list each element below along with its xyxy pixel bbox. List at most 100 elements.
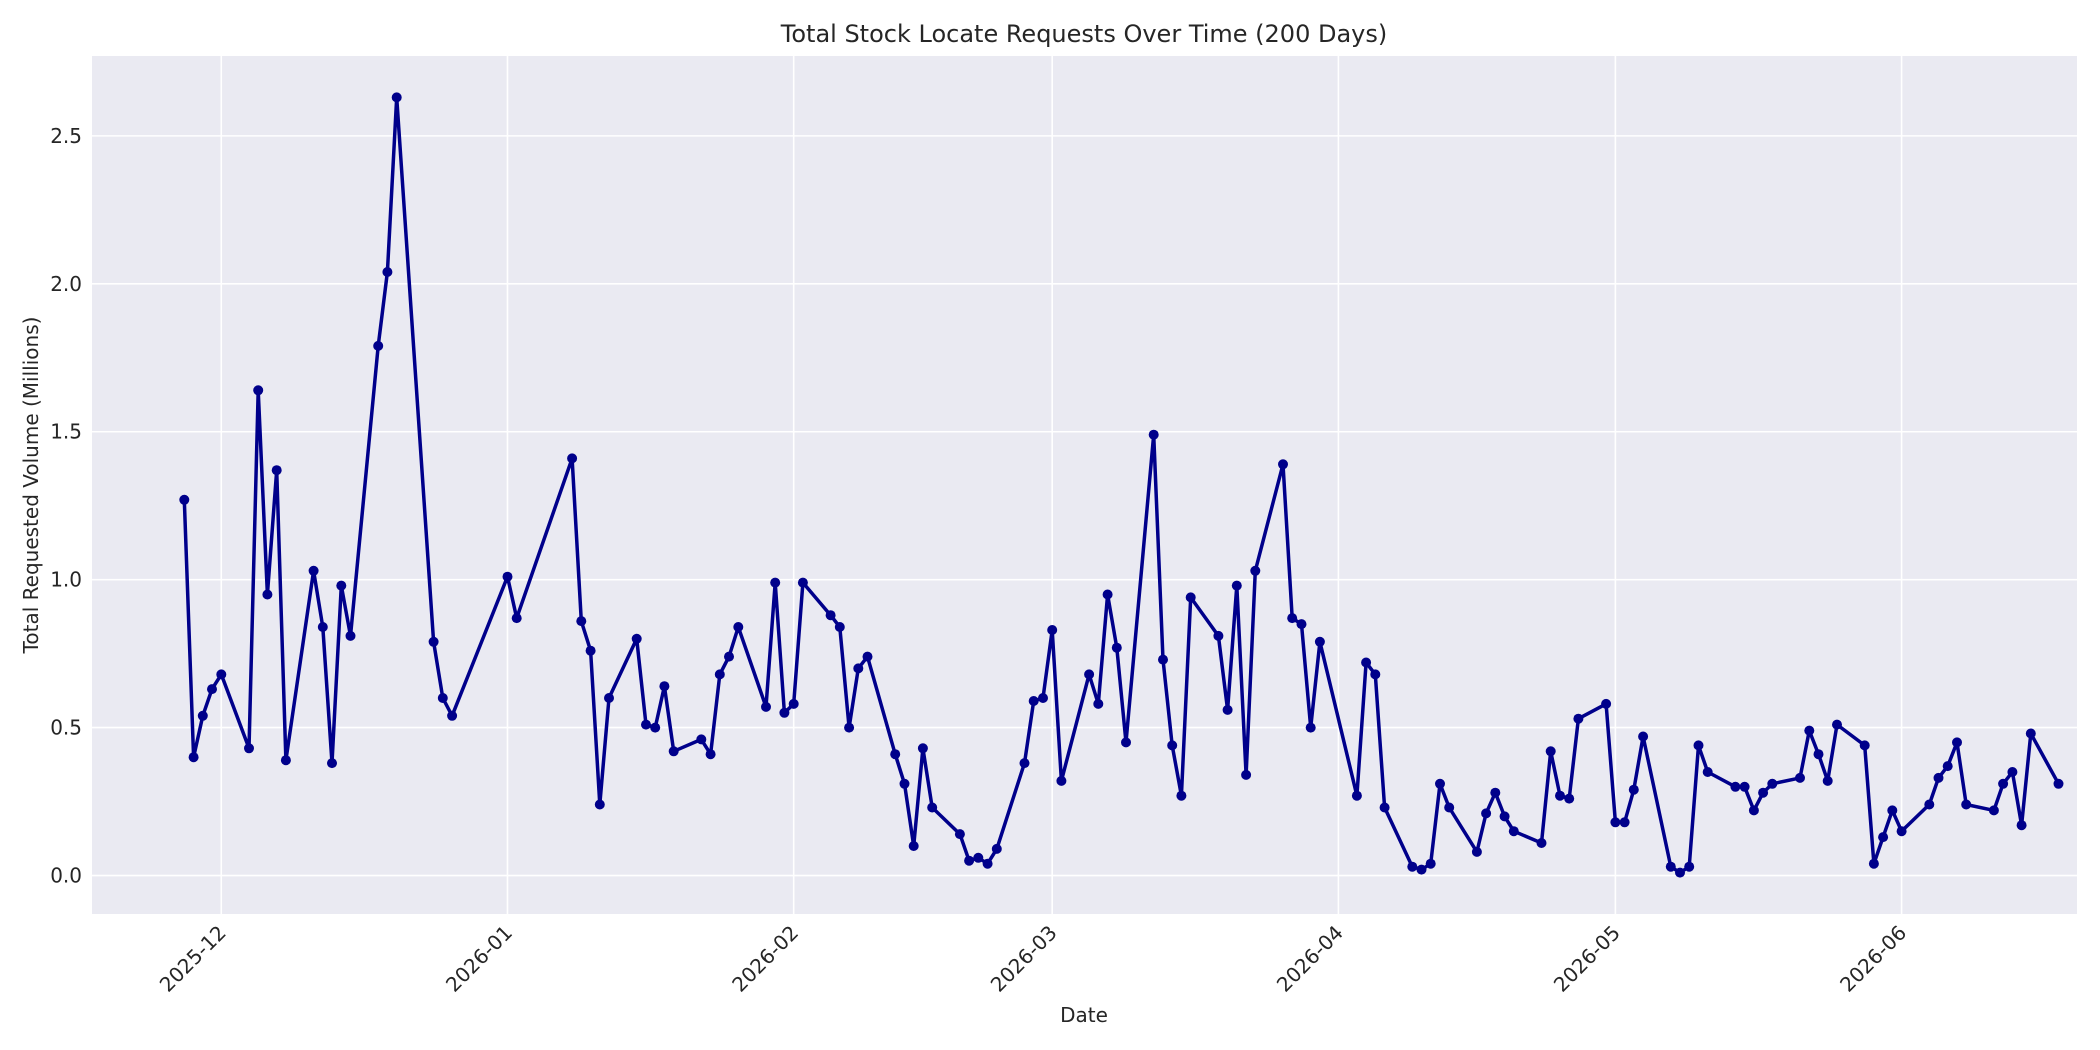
data-point — [1305, 722, 1316, 733]
data-point — [1730, 781, 1741, 792]
data-point — [1988, 805, 1999, 816]
data-point — [216, 669, 227, 680]
data-point — [1573, 713, 1584, 724]
data-point — [1056, 775, 1067, 786]
plot-background — [92, 56, 2077, 914]
data-point — [797, 577, 808, 588]
data-point — [280, 755, 291, 766]
data-point — [317, 622, 328, 632]
data-point — [844, 722, 855, 733]
data-point — [188, 752, 199, 763]
y-tick-label: 0.5 — [50, 716, 82, 740]
data-point — [1924, 799, 1935, 810]
data-point — [1804, 725, 1815, 736]
data-point — [1961, 799, 1972, 810]
data-point — [1111, 642, 1122, 653]
data-point — [179, 494, 190, 505]
data-point — [1767, 778, 1778, 789]
data-point — [1998, 778, 2009, 789]
x-tick-label: 2026-02 — [727, 921, 803, 997]
data-point — [1102, 589, 1113, 600]
data-point — [899, 778, 910, 789]
data-point — [1555, 790, 1565, 801]
data-point — [1813, 749, 1824, 760]
data-point — [1287, 613, 1298, 624]
data-point — [1832, 719, 1842, 730]
data-point — [594, 799, 605, 810]
data-point — [696, 734, 707, 745]
y-tick-label: 2.0 — [50, 272, 82, 296]
data-point — [733, 622, 744, 632]
data-point — [650, 722, 661, 733]
data-point — [890, 749, 901, 760]
data-point — [1407, 861, 1418, 872]
data-point — [1167, 740, 1178, 751]
data-point — [1619, 817, 1630, 828]
data-point — [1231, 580, 1242, 591]
data-point — [1684, 861, 1695, 872]
data-point — [576, 616, 587, 627]
y-axis-label: Total Requested Volume (Millions) — [19, 317, 43, 655]
data-point — [1314, 636, 1325, 647]
data-point — [1758, 787, 1769, 798]
data-point — [1628, 784, 1639, 795]
y-tick-label: 0.0 — [50, 864, 82, 888]
data-point — [604, 693, 614, 703]
data-point — [1093, 698, 1104, 709]
data-point — [1425, 858, 1436, 869]
data-point — [1499, 811, 1510, 822]
data-point — [1148, 429, 1159, 440]
chart-title: Total Stock Locate Requests Over Time (2… — [780, 20, 1387, 48]
x-tick-label: 2026-04 — [1272, 921, 1348, 997]
x-tick-label: 2026-01 — [441, 921, 517, 997]
y-tick-label: 1.0 — [50, 568, 82, 592]
data-point — [585, 645, 596, 656]
data-point — [1435, 778, 1445, 789]
data-point — [1019, 758, 1030, 769]
data-point — [1896, 826, 1907, 837]
data-point — [991, 843, 1002, 854]
data-point — [197, 710, 208, 721]
data-point — [1444, 802, 1455, 813]
data-point — [1222, 704, 1233, 715]
data-point — [1564, 793, 1575, 804]
data-point — [2016, 820, 2027, 831]
data-point — [1028, 696, 1039, 706]
data-point — [1241, 769, 1252, 780]
data-point — [668, 746, 679, 757]
data-point — [1250, 565, 1261, 576]
series-layer — [179, 92, 2064, 878]
data-point — [1822, 775, 1833, 786]
data-point — [1490, 787, 1501, 798]
data-point — [447, 710, 458, 721]
data-point — [908, 841, 919, 851]
data-point — [2053, 778, 2064, 789]
data-point — [1176, 790, 1187, 801]
y-tick-label: 2.5 — [50, 124, 82, 148]
data-point — [779, 707, 790, 718]
data-point — [1158, 654, 1168, 665]
data-point — [964, 855, 975, 866]
data-point — [1610, 817, 1621, 828]
data-point — [1508, 826, 1519, 837]
data-point — [262, 589, 273, 600]
data-point — [973, 852, 984, 863]
data-point — [1952, 737, 1962, 748]
data-point — [954, 829, 965, 840]
data-point — [982, 858, 993, 869]
data-point — [1084, 669, 1095, 680]
data-point — [761, 701, 771, 712]
x-tick-label: 2026-03 — [986, 921, 1062, 997]
x-axis-label: Date — [1060, 1003, 1108, 1027]
data-point — [1693, 740, 1704, 751]
x-tick-label: 2026-06 — [1835, 921, 1911, 997]
data-point — [1702, 767, 1713, 777]
data-point — [1601, 698, 1612, 709]
y-tick-label: 1.5 — [50, 420, 82, 444]
data-point — [327, 758, 337, 769]
data-point — [631, 633, 642, 644]
data-point — [1739, 781, 1750, 792]
data-point — [373, 340, 384, 351]
data-point — [862, 651, 873, 662]
